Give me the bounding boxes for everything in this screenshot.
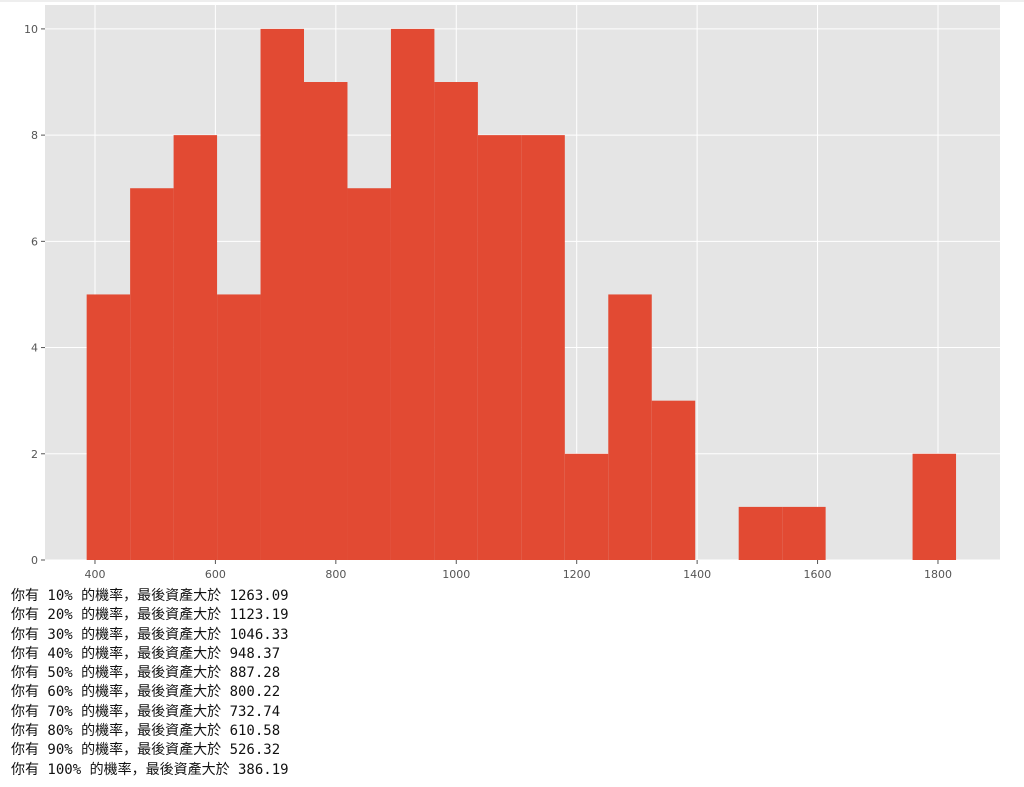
bar	[477, 135, 522, 560]
x-tick-label: 1600	[804, 568, 832, 581]
bar	[173, 135, 218, 560]
bar	[521, 135, 565, 560]
bar	[347, 188, 391, 560]
chart: 0 2 4 6 8 10 400 600 800 1000 1200 1400 1600 1800	[0, 0, 1024, 581]
bar	[130, 188, 174, 560]
y-tick-label: 6	[31, 235, 38, 248]
bar	[782, 506, 826, 560]
y-tick-label: 2	[31, 448, 38, 461]
output-line: 你有 60% 的機率，最後資產大於 800.22	[11, 684, 281, 701]
bar	[564, 453, 609, 560]
bar	[217, 294, 261, 560]
x-tick-label: 800	[325, 568, 346, 581]
x-tick-label: 1200	[563, 568, 591, 581]
bar	[390, 28, 435, 560]
x-tick-label: 1400	[683, 568, 711, 581]
bar	[608, 294, 652, 560]
output-text: 你有 10% 的機率，最後資產大於 1263.09 你有 20% 的機率，最後資產…	[11, 587, 289, 780]
bar	[260, 28, 305, 560]
bar	[738, 506, 783, 560]
output-line: 你有 40% 的機率，最後資產大於 948.37	[11, 645, 281, 662]
x-tick-label: 600	[205, 568, 226, 581]
output-line: 你有 90% 的機率，最後資產大於 526.32	[11, 742, 281, 759]
output-line: 你有 10% 的機率，最後資產大於 1263.09	[11, 588, 289, 604]
bar	[86, 294, 131, 560]
bar	[434, 82, 478, 560]
x-tick-label: 1000	[442, 568, 470, 581]
output-line: 你有 30% 的機率，最後資產大於 1046.33	[11, 626, 289, 643]
output-line: 你有 100% 的機率，最後資產大於 386.19	[11, 761, 289, 778]
x-tick-label: 400	[84, 568, 105, 581]
y-tick-label: 8	[31, 129, 38, 142]
output-line: 你有 50% 的機率，最後資產大於 887.28	[11, 665, 281, 682]
bar	[912, 453, 957, 560]
output-line: 你有 70% 的機率，最後資產大於 732.74	[11, 703, 281, 720]
y-tick-label: 10	[24, 23, 38, 36]
y-tick-label: 0	[31, 554, 38, 567]
x-tick-label: 1800	[924, 568, 952, 581]
output-line: 你有 80% 的機率，最後資產大於 610.58	[11, 723, 281, 740]
y-tick-label: 4	[31, 342, 38, 355]
bar	[304, 82, 348, 560]
bar	[651, 400, 696, 560]
output-line: 你有 20% 的機率，最後資產大於 1123.19	[11, 607, 289, 624]
